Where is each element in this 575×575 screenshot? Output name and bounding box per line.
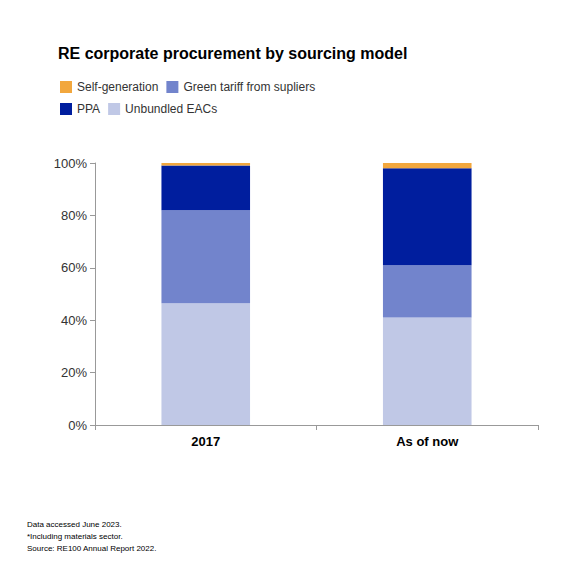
svg-text:80%: 80% — [61, 208, 87, 223]
svg-text:Data accessed June 2023.: Data accessed June 2023. — [27, 520, 122, 529]
svg-text:Source: RE100 Annual Report 20: Source: RE100 Annual Report 2022. — [27, 544, 156, 553]
svg-text:0%: 0% — [68, 418, 87, 433]
svg-text:PPA: PPA — [77, 102, 100, 116]
svg-text:*Including materials sector.: *Including materials sector. — [27, 532, 123, 541]
svg-text:Green tariff from supliers: Green tariff from supliers — [183, 80, 315, 94]
svg-text:Unbundled EACs: Unbundled EACs — [125, 102, 217, 116]
svg-text:RE corporate procurement by so: RE corporate procurement by sourcing mod… — [58, 45, 407, 62]
svg-text:As of now: As of now — [396, 434, 459, 449]
svg-text:100%: 100% — [54, 156, 88, 171]
svg-text:2017: 2017 — [191, 434, 220, 449]
svg-text:60%: 60% — [61, 260, 87, 275]
svg-text:Self-generation: Self-generation — [77, 80, 158, 94]
svg-text:40%: 40% — [61, 313, 87, 328]
svg-text:20%: 20% — [61, 365, 87, 380]
